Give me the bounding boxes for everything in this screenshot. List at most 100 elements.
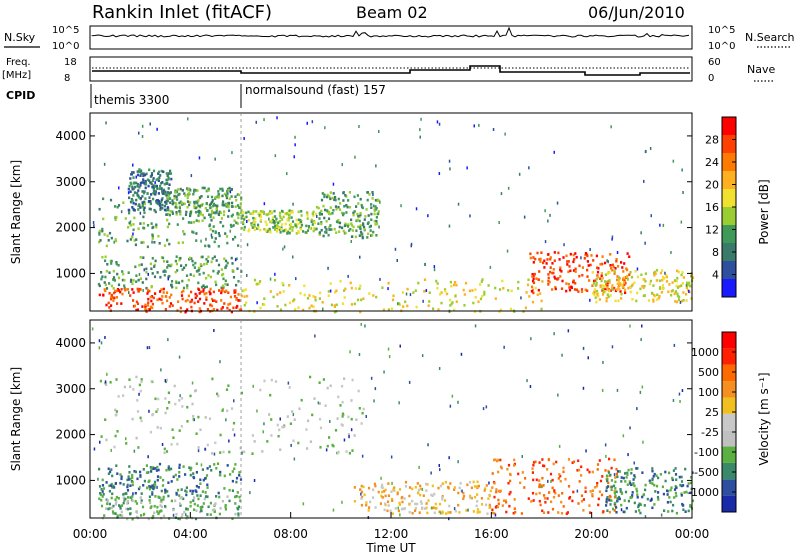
heatmap-cell: [166, 266, 169, 269]
heatmap-cell: [237, 299, 240, 302]
heatmap-cell: [671, 281, 674, 284]
heatmap-cell: [689, 504, 692, 507]
heatmap-cell: [609, 294, 612, 297]
heatmap-cell: [234, 495, 237, 499]
heatmap-cell: [491, 508, 494, 512]
heatmap-cell: [208, 465, 211, 468]
heatmap-cell: [620, 508, 623, 512]
heatmap-cell: [161, 301, 164, 305]
heatmap-cell: [657, 296, 660, 300]
heatmap-cell: [290, 443, 292, 447]
heatmap-cell: [218, 210, 221, 214]
heatmap-cell: [626, 252, 629, 255]
heatmap-cell: [150, 173, 153, 177]
heatmap-cell: [192, 417, 195, 421]
heatmap-cell: [147, 272, 149, 276]
heatmap-cell: [335, 220, 339, 224]
heatmap-cell: [359, 488, 362, 491]
heatmap-cell: [494, 506, 497, 509]
heatmap-cell: [252, 211, 255, 215]
heatmap-cell: [111, 486, 114, 489]
heatmap-cell: [218, 234, 221, 238]
heatmap-cell: [572, 260, 575, 264]
heatmap-cell: [289, 223, 293, 226]
heatmap-cell: [146, 346, 149, 350]
heatmap-cell: [115, 495, 118, 499]
heatmap-cell: [270, 210, 273, 214]
heatmap-cell: [185, 493, 188, 497]
heatmap-cell: [162, 495, 165, 499]
heatmap-cell: [542, 511, 546, 514]
heatmap-cell: [108, 271, 111, 274]
heatmap-cell: [538, 258, 541, 261]
heatmap-cell: [240, 226, 243, 230]
heatmap-cell: [148, 346, 151, 350]
heatmap-cell: [600, 279, 603, 283]
heatmap-cell: [129, 512, 132, 516]
colorbar-tick-label: 24: [705, 156, 719, 169]
heatmap-cell: [120, 288, 123, 291]
heatmap-cell: [221, 287, 224, 291]
heatmap-cell: [632, 483, 635, 486]
heatmap-cell: [620, 503, 623, 507]
heatmap-cell: [175, 493, 178, 496]
heatmap-cell: [213, 463, 216, 466]
heatmap-cell: [165, 192, 168, 196]
heatmap-cell: [615, 288, 619, 291]
heatmap-cell: [228, 499, 231, 503]
heatmap-cell: [324, 226, 327, 229]
heatmap-cell: [293, 457, 296, 461]
heatmap-cell: [220, 217, 223, 220]
heatmap-cell: [449, 304, 452, 307]
heatmap-cell: [220, 273, 224, 277]
heatmap-cell: [115, 378, 118, 381]
heatmap-cell: [619, 488, 622, 491]
heatmap-cell: [597, 294, 600, 298]
heatmap-cell: [246, 274, 248, 277]
heatmap-cell: [329, 212, 332, 216]
heatmap-cell: [539, 260, 542, 263]
heatmap-cell: [182, 497, 185, 501]
heatmap-cell: [677, 270, 680, 274]
heatmap-cell: [180, 294, 184, 297]
heatmap-cell: [110, 496, 113, 500]
heatmap-cell: [479, 283, 482, 286]
heatmap-cell: [277, 434, 280, 438]
heatmap-cell: [134, 202, 137, 206]
heatmap-cell: [529, 252, 532, 256]
heatmap-cell: [539, 503, 542, 507]
heatmap-cell: [406, 304, 409, 308]
heatmap-cell: [100, 488, 103, 491]
heatmap-cell: [538, 479, 541, 482]
heatmap-cell: [216, 195, 219, 199]
heatmap-cell: [614, 299, 617, 303]
heatmap-cell: [195, 232, 198, 235]
heatmap-cell: [115, 261, 118, 264]
heatmap-cell: [206, 195, 210, 198]
x-tick-label: 12:00: [374, 527, 409, 541]
heatmap-cell: [238, 495, 241, 499]
heatmap-cell: [214, 441, 217, 445]
heatmap-cell: [189, 210, 192, 214]
heatmap-cell: [589, 263, 592, 267]
heatmap-cell: [321, 192, 324, 195]
heatmap-cell: [110, 506, 114, 510]
heatmap-cell: [247, 229, 250, 233]
heatmap-cell: [666, 489, 669, 493]
heatmap-cell: [231, 428, 235, 431]
heatmap-cell: [644, 279, 647, 283]
heatmap-cell: [599, 277, 602, 280]
velocity-heatmap: [91, 322, 695, 521]
heatmap-cell: [318, 402, 321, 405]
heatmap-cell: [175, 255, 178, 258]
heatmap-cell: [427, 499, 430, 502]
colorbar-segment: [722, 261, 736, 279]
heatmap-cell: [546, 468, 549, 471]
heatmap-cell: [620, 297, 623, 300]
heatmap-cell: [230, 187, 233, 191]
heatmap-cell: [531, 491, 535, 495]
heatmap-cell: [210, 195, 214, 199]
heatmap-cell: [171, 285, 174, 289]
heatmap-cell: [168, 242, 171, 246]
